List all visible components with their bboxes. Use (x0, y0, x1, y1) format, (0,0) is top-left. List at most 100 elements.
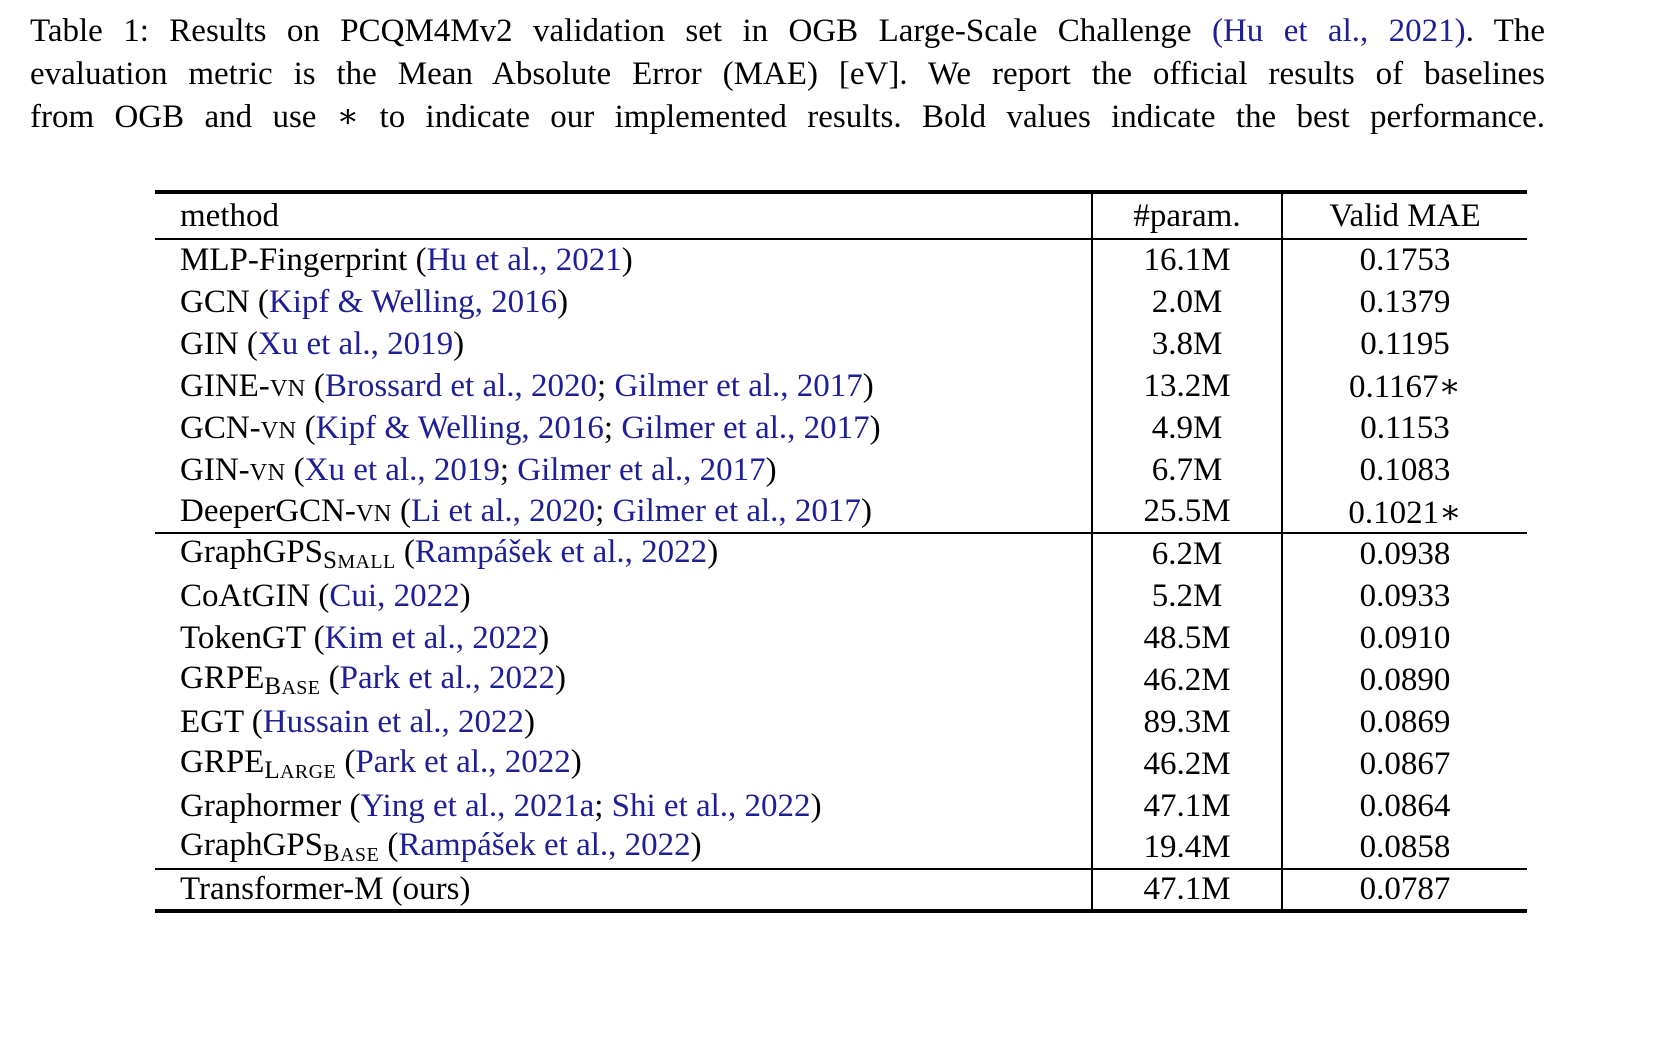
text-run: MLP-Fingerprint ( (180, 242, 427, 278)
caption-line: from OGB and use ∗ to indicate our imple… (30, 96, 1545, 139)
text-run: ) (860, 493, 872, 529)
mae-cell: 0.0910 (1281, 617, 1527, 659)
table-row: GRPELARGE (Park et al., 2022) 46.2M 0.0867 (155, 743, 1527, 785)
citation-link[interactable]: Xu et al., 2019 (257, 325, 454, 362)
table-row: TokenGT (Kim et al., 2022) 48.5M 0.0910 (155, 617, 1527, 659)
mae-cell: 0.0933 (1281, 575, 1527, 617)
citation-link[interactable]: Xu et al., 2019 (304, 451, 500, 488)
citation-link[interactable]: Kipf & Welling, 2016 (268, 283, 558, 320)
method-cell: GraphGPSBASE (Rampášek et al., 2022) (155, 827, 1092, 869)
text-run: GIN ( (180, 325, 258, 362)
mae-cell: 0.0938 (1281, 533, 1527, 575)
mae-cell: 0.0890 (1281, 659, 1527, 701)
method-cell: GIN-VN (Xu et al., 2019; Gilmer et al., … (155, 449, 1092, 491)
text-run: ) (555, 659, 567, 696)
citation-link[interactable]: Hu et al., 2021 (426, 242, 622, 278)
method-cell: MLP-Fingerprint (Hu et al., 2021) (155, 239, 1092, 281)
text-run: ) (459, 577, 471, 614)
mae-cell: 0.1083 (1281, 449, 1527, 491)
citation-link[interactable]: Brossard et al., 2020 (324, 367, 598, 404)
table-row: GCN (Kipf & Welling, 2016) 2.0M 0.1379 (155, 281, 1527, 323)
param-cell: 2.0M (1091, 281, 1282, 323)
text-run: ) (707, 534, 719, 570)
smallcaps-text: VN (355, 500, 392, 527)
mae-cell: 0.1379 (1281, 281, 1527, 323)
table-row: GIN (Xu et al., 2019) 3.8M 0.1195 (155, 323, 1527, 365)
citation-link[interactable]: Cui, 2022 (329, 577, 460, 614)
param-cell: 46.2M (1091, 743, 1282, 785)
subscript-first-letter: B (323, 840, 341, 867)
citation-link[interactable]: Park et al., 2022 (339, 659, 556, 696)
text-run: evaluation metric is the Mean Absolute E… (30, 56, 1545, 92)
text-run: . The (1465, 13, 1545, 49)
header-row: method #param. Valid MAE (155, 192, 1527, 239)
text-run: CoAtGIN ( (180, 577, 330, 614)
citation-link[interactable]: Rampášek et al., 2022 (414, 534, 708, 570)
param-cell: 48.5M (1091, 617, 1282, 659)
citation-link[interactable]: Hussain et al., 2022 (262, 703, 525, 740)
citation-link[interactable]: Gilmer et al., 2017 (614, 367, 863, 404)
mae-cell: 0.1153 (1281, 407, 1527, 449)
subscript-text: BASE (323, 840, 380, 867)
citation-link[interactable]: Rampášek et al., 2022 (398, 827, 691, 863)
subscript-first-letter: B (264, 672, 282, 700)
text-run: ) (453, 325, 465, 362)
caption-line: evaluation metric is the Mean Absolute E… (30, 53, 1545, 96)
param-cell: 4.9M (1091, 407, 1282, 449)
param-cell: 6.7M (1091, 449, 1282, 491)
param-cell: 13.2M (1091, 365, 1282, 407)
citation-link[interactable]: Gilmer et al., 2017 (517, 451, 766, 488)
citation-link[interactable]: Park et al., 2022 (355, 743, 571, 780)
citation-link[interactable]: Kim et al., 2022 (324, 619, 539, 656)
column-header-valid-mae: Valid MAE (1281, 192, 1527, 239)
column-header-method: method (180, 197, 279, 234)
citation-link[interactable]: (Hu et al., 2021) (1211, 13, 1466, 49)
mae-cell: 0.1167∗ (1281, 365, 1527, 407)
param-cell: 47.1M (1091, 785, 1282, 827)
citation-link[interactable]: Gilmer et al., 2017 (621, 409, 870, 446)
param-cell: 46.2M (1091, 659, 1282, 701)
text-run: Table 1: Results on PCQM4Mv2 validation … (30, 13, 1212, 49)
method-cell: TokenGT (Kim et al., 2022) (155, 617, 1092, 659)
text-run: ) (862, 367, 874, 404)
text-run: ; (499, 451, 518, 488)
text-run: GCN- (180, 409, 261, 446)
text-run: ; (597, 367, 615, 404)
text-run: ( (296, 409, 316, 446)
mae-cell: 0.0864 (1281, 785, 1527, 827)
method-cell: GraphGPSSMALL (Rampášek et al., 2022) (155, 533, 1092, 575)
text-run: GCN ( (180, 283, 269, 320)
text-run: ( (395, 534, 415, 570)
caption-line: Table 1: Results on PCQM4Mv2 validation … (30, 10, 1545, 53)
citation-link[interactable]: Li et al., 2020 (410, 493, 596, 529)
subscript-text: BASE (264, 672, 321, 700)
method-cell: Transformer-M (ours) (155, 869, 1092, 911)
param-cell: 5.2M (1091, 575, 1282, 617)
table-row: GRPEBASE (Park et al., 2022) 46.2M 0.0890 (155, 659, 1527, 701)
results-table-header: method #param. Valid MAE (155, 192, 1527, 239)
param-cell: 47.1M (1091, 869, 1282, 911)
text-run: GIN- (180, 451, 250, 488)
citation-link[interactable]: Shi et al., 2022 (611, 787, 811, 824)
subscript-text: SMALL (323, 547, 396, 574)
results-table-body: MLP-Fingerprint (Hu et al., 2021) 16.1M 0.… (155, 239, 1527, 911)
text-run: ; (603, 409, 622, 446)
citation-link[interactable]: Kipf & Welling, 2016 (315, 409, 604, 446)
text-run: GraphGPS (180, 534, 324, 570)
citation-link[interactable]: Ying et al., 2021a (360, 787, 595, 824)
method-cell: Graphormer (Ying et al., 2021a; Shi et a… (155, 785, 1092, 827)
table-caption: Table 1: Results on PCQM4Mv2 validation … (30, 10, 1545, 139)
subscript-first-letter: S (323, 547, 338, 574)
method-cell: GCN-VN (Kipf & Welling, 2016; Gilmer et … (155, 407, 1092, 449)
citation-link[interactable]: Gilmer et al., 2017 (612, 493, 861, 529)
table-row: GraphGPSSMALL (Rampášek et al., 2022) 6.2… (155, 533, 1527, 575)
text-run: ) (690, 827, 702, 863)
table-row: CoAtGIN (Cui, 2022) 5.2M 0.0933 (155, 575, 1527, 617)
mae-cell: 0.0787 (1281, 869, 1527, 911)
text-run: from OGB and use ∗ to indicate our imple… (30, 99, 1545, 135)
param-cell: 19.4M (1091, 827, 1282, 869)
param-cell: 3.8M (1091, 323, 1282, 365)
text-run: TokenGT ( (180, 619, 325, 656)
text-run: GINE- (180, 367, 270, 404)
table-row: DeeperGCN-VN (Li et al., 2020; Gilmer et… (155, 491, 1527, 533)
